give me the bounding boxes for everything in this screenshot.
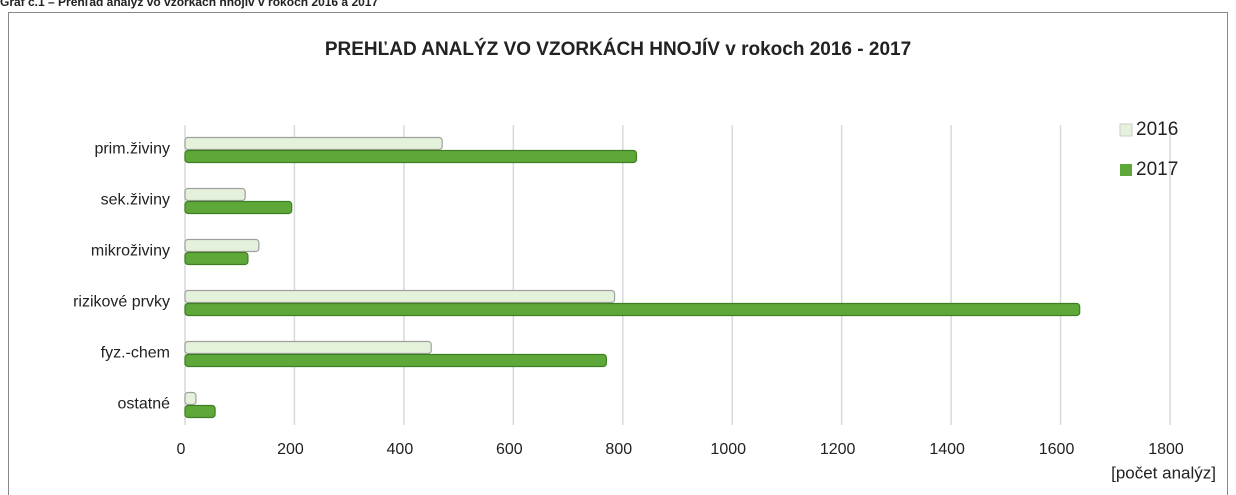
bar (184, 340, 432, 355)
x-tick-label: 1400 (929, 441, 965, 458)
bar (184, 200, 293, 215)
legend-swatch (1120, 164, 1132, 176)
legend-swatch (1119, 123, 1133, 137)
x-tick-label: 200 (277, 441, 304, 458)
legend-label: 2017 (1136, 159, 1178, 180)
bar (184, 136, 443, 151)
bar (184, 149, 638, 164)
bar (184, 238, 260, 253)
bar (184, 404, 216, 419)
x-tick-label: 1800 (1148, 441, 1184, 458)
y-tick-label: mikroživiny (91, 243, 170, 260)
bar (184, 302, 1081, 317)
bar (184, 353, 607, 368)
x-tick-label: 800 (605, 441, 632, 458)
bar (184, 187, 246, 202)
x-tick-label: 400 (387, 441, 414, 458)
y-tick-label: prim.živiny (94, 141, 170, 158)
x-tick-label: 0 (177, 441, 186, 458)
bar (184, 391, 197, 406)
x-axis-label: [počet analýz] (1111, 463, 1216, 482)
bar (184, 289, 616, 304)
caption: Graf č.1 – Prehľad analýz vo vzorkách hn… (0, 0, 378, 9)
y-tick-label: sek.živiny (101, 192, 170, 209)
legend-label: 2016 (1136, 119, 1178, 140)
y-tick-label: fyz.-chem (101, 345, 170, 362)
x-tick-label: 1000 (710, 441, 746, 458)
chart-title: PREHĽAD ANALÝZ VO VZORKÁCH HNOJÍV v roko… (325, 38, 911, 60)
x-tick-label: 1600 (1039, 441, 1075, 458)
x-tick-label: 1200 (820, 441, 856, 458)
y-tick-label: ostatné (118, 396, 171, 413)
y-tick-label: rizikové prvky (73, 294, 170, 311)
x-tick-label: 600 (496, 441, 523, 458)
bar (184, 251, 249, 266)
